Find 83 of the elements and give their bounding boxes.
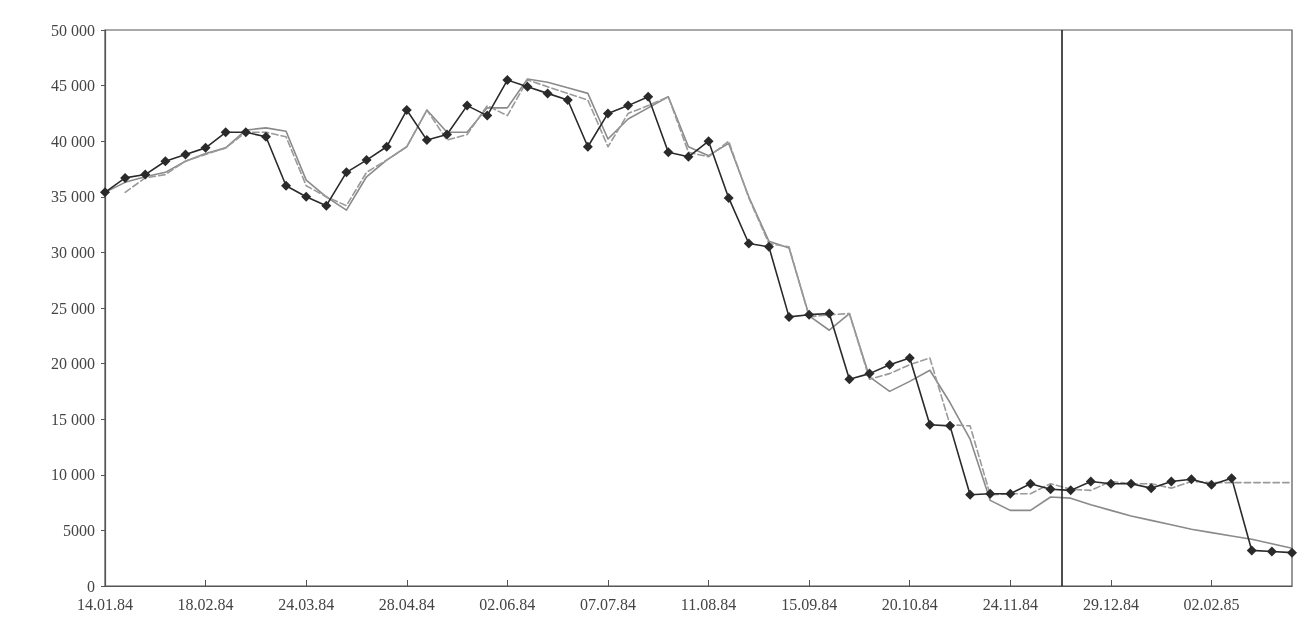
point (763, 241, 774, 252)
point (522, 81, 533, 92)
point (180, 149, 191, 160)
x-tick-label: 29.12.84 (1082, 595, 1139, 613)
x-tick-label: 11.08.84 (680, 595, 737, 613)
point (281, 180, 292, 191)
x-tick-label: 14.01.84 (77, 595, 133, 613)
point (1246, 545, 1257, 556)
point (502, 75, 513, 86)
point (120, 172, 131, 183)
point (703, 136, 714, 147)
point (200, 142, 211, 153)
point (602, 108, 613, 119)
point (462, 100, 473, 111)
point (1065, 485, 1076, 496)
point (100, 187, 110, 198)
y-tick-label: 45 000 (51, 77, 95, 95)
point (944, 420, 955, 431)
point (381, 141, 392, 152)
point (723, 192, 734, 203)
point (804, 309, 815, 320)
point (301, 191, 312, 202)
point (442, 129, 453, 140)
point (663, 147, 674, 158)
x-tick-label: 24.03.84 (278, 595, 335, 613)
point (321, 200, 332, 211)
point (683, 151, 694, 162)
point (562, 95, 573, 106)
point (1105, 478, 1116, 489)
x-tick-label: 24.11.84 (982, 595, 1039, 613)
point (1146, 483, 1157, 494)
point (1166, 476, 1177, 487)
point (1126, 478, 1137, 489)
point (844, 374, 855, 385)
y-tick-label: 25 000 (51, 299, 95, 317)
point (784, 311, 795, 322)
x-tick-label: 07.07.84 (579, 595, 636, 613)
point (421, 135, 432, 146)
point (361, 155, 372, 166)
point (401, 105, 412, 116)
y-tick-label: 30 000 (51, 243, 95, 261)
point (160, 156, 171, 167)
x-tick-label: 02.06.84 (479, 595, 536, 613)
point (1266, 546, 1277, 557)
point (1005, 488, 1016, 499)
point (482, 110, 493, 121)
point (743, 238, 754, 249)
y-tick-label: 15 000 (51, 410, 95, 428)
point (824, 308, 835, 319)
y-tick-label: 10 000 (51, 466, 95, 484)
point (1206, 479, 1217, 490)
point (904, 353, 915, 364)
point (1226, 473, 1237, 484)
point (1025, 478, 1036, 489)
point (240, 127, 251, 138)
x-tick-label: 02.02.85 (1183, 595, 1240, 613)
point (220, 127, 231, 138)
y-tick-label: 20 000 (51, 355, 95, 373)
point (864, 368, 875, 379)
point (884, 359, 895, 370)
point (1085, 476, 1096, 487)
y-tick-label: 50 000 (51, 21, 95, 39)
y-tick-label: 40 000 (51, 132, 95, 150)
x-tick-label: 15.09.84 (781, 595, 838, 613)
y-tick-label: 0 (87, 577, 95, 595)
point (140, 169, 151, 180)
point (582, 141, 593, 152)
point (985, 488, 996, 499)
point (623, 100, 634, 111)
point (1045, 484, 1056, 495)
point (1186, 474, 1197, 485)
y-tick-label: 5000 (63, 521, 95, 539)
x-tick-label: 28.04.84 (378, 595, 435, 613)
point (924, 419, 935, 430)
point (341, 167, 352, 178)
point (643, 91, 654, 102)
point (1287, 547, 1297, 558)
point (260, 131, 271, 142)
point (542, 88, 553, 99)
x-tick-label: 20.10.84 (881, 595, 938, 613)
point (965, 489, 976, 500)
y-tick-label: 35 000 (51, 188, 95, 206)
x-tick-label: 18.02.84 (177, 595, 234, 613)
